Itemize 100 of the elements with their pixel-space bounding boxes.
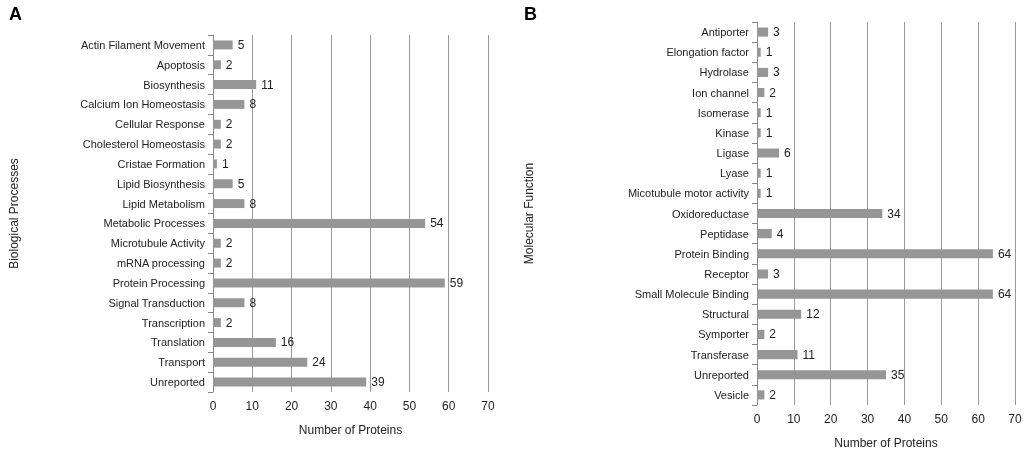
bar (757, 108, 761, 118)
data-label: 8 (249, 97, 257, 112)
x-tick-label: 70 (1008, 412, 1022, 426)
bar (213, 99, 245, 109)
x-tick-label: 60 (442, 399, 456, 413)
y-tick-label: Vesicle (714, 388, 749, 401)
y-tick-label: Isomerase (697, 106, 749, 119)
data-label: 2 (225, 236, 233, 251)
y-tick-label: Lipid Metabolism (122, 197, 205, 210)
data-label: 8 (249, 295, 257, 310)
y-tick-label: Cholesterol Homeostasis (82, 138, 206, 151)
data-label: 2 (225, 137, 233, 152)
data-label: 64 (997, 246, 1012, 261)
bar (213, 179, 233, 189)
y-tick-label: Ligase (716, 147, 749, 160)
x-tick-label: 10 (787, 412, 801, 426)
data-label: 2 (769, 85, 777, 100)
data-label: 2 (769, 327, 777, 342)
y-tick-label: Structural (701, 308, 749, 321)
data-label: 2 (769, 387, 777, 402)
data-label: 2 (225, 57, 233, 72)
y-tick-label: Transcription (141, 316, 205, 329)
data-label: 2 (225, 315, 233, 330)
bar (213, 40, 233, 50)
bar (757, 128, 761, 138)
y-axis-title: Molecular Function (522, 162, 536, 265)
data-label: 24 (312, 355, 326, 370)
data-label: 11 (802, 347, 816, 362)
text: B (524, 4, 537, 24)
data-label: 1 (765, 166, 773, 181)
data-label: 54 (430, 216, 444, 231)
bar (757, 67, 769, 77)
y-tick-label: Protein Processing (112, 276, 205, 289)
y-tick-label: Biosynthesis (143, 78, 206, 91)
y-tick-label: Small Molecule Binding (634, 288, 749, 301)
text: A (9, 4, 22, 24)
data-label: 12 (806, 307, 820, 322)
y-tick-label: Protein Binding (674, 247, 749, 260)
y-tick-label: Oxidoreductase (671, 207, 749, 220)
data-label: 11 (261, 77, 274, 92)
x-tick-label: 20 (284, 399, 299, 413)
y-tick-label: Kinase (715, 126, 749, 139)
y-tick-label: Elongation factor (666, 46, 750, 59)
x-tick-label: 10 (245, 399, 260, 413)
data-label: 3 (773, 65, 781, 80)
x-axis-title: Number of Proteins (298, 423, 403, 437)
data-label: 34 (887, 206, 901, 221)
data-label: 1 (765, 105, 773, 120)
y-tick-label: Translation (150, 336, 205, 349)
y-tick-label: Receptor (704, 267, 750, 280)
y-tick-label: Actin Filament Movement (80, 38, 205, 51)
y-axis-title: Biological Processes (7, 158, 21, 269)
x-tick-label: 0 (209, 399, 217, 413)
data-label: 1 (765, 186, 773, 201)
data-label: 3 (773, 266, 781, 281)
x-tick-label: 0 (753, 412, 761, 426)
y-tick-label: Apoptosis (156, 58, 206, 71)
bar (213, 119, 221, 129)
data-label: 3 (773, 25, 781, 40)
y-tick-label: Micotubule motor activity (627, 187, 750, 200)
bar (757, 47, 761, 57)
bar (757, 148, 780, 158)
y-tick-label: Hydrolase (699, 66, 749, 79)
data-label: 35 (891, 367, 905, 382)
y-tick-label: Unreported (693, 368, 749, 381)
bar (757, 269, 769, 279)
y-tick-label: Transferase (690, 348, 749, 361)
y-tick-label: Ion channel (692, 86, 749, 99)
data-label: 2 (225, 117, 233, 132)
bar (757, 229, 772, 239)
y-tick-label: Transport (158, 356, 205, 369)
data-label: 5 (237, 176, 245, 191)
data-label: 1 (221, 156, 229, 171)
data-label: 59 (449, 275, 464, 290)
bar (757, 188, 761, 198)
bar (213, 298, 245, 308)
bar (213, 159, 217, 169)
bar (213, 60, 221, 70)
y-tick-label: Symporter (698, 328, 750, 341)
data-label: 2 (225, 256, 233, 271)
x-tick-label: 30 (860, 412, 875, 426)
x-tick-label: 20 (824, 412, 838, 426)
x-tick-label: 30 (324, 399, 338, 413)
bar (213, 139, 221, 149)
data-label: 8 (249, 196, 257, 211)
bar (213, 238, 221, 248)
data-label: 1 (765, 45, 773, 60)
bar (757, 88, 765, 98)
y-tick-label: Metabolic Processes (103, 217, 206, 230)
bar (213, 199, 245, 209)
y-tick-label: Cristae Formation (117, 157, 205, 170)
data-label: 39 (371, 375, 385, 390)
y-tick-label: Lipid Biosynthesis (116, 177, 206, 190)
y-tick-label: mRNA processing (116, 257, 205, 270)
x-tick-label: 40 (363, 399, 378, 413)
x-tick-label: 50 (402, 399, 417, 413)
y-tick-label: Antiporter (701, 26, 750, 39)
bar (213, 318, 221, 328)
y-tick-label: Peptidase (700, 227, 749, 240)
x-tick-label: 50 (934, 412, 949, 426)
